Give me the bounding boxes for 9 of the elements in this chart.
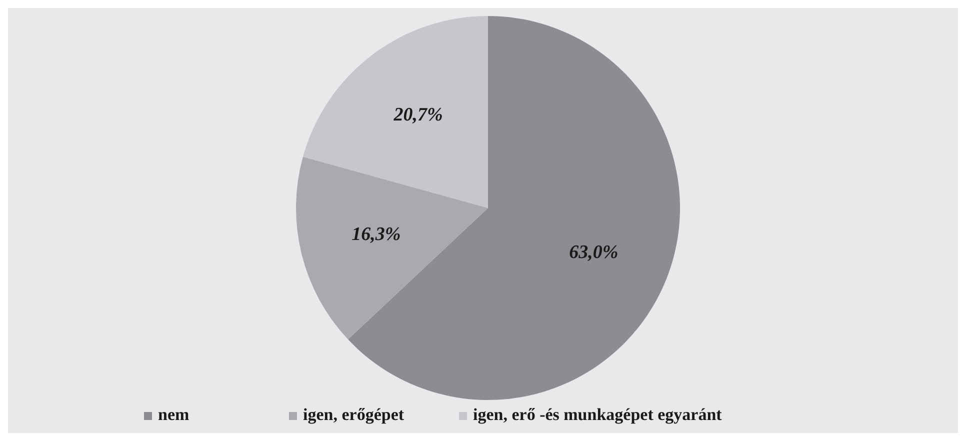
data-label: 16,3% <box>352 224 401 245</box>
pie-slice <box>296 156 488 340</box>
legend-label: nem <box>158 405 190 424</box>
legend-label: igen, erő -és munkagépet egyaránt <box>473 405 722 424</box>
data-label: 63,0% <box>569 242 618 264</box>
pie-slice <box>348 16 680 400</box>
legend-label: igen, erőgépet <box>303 405 404 424</box>
pie-slice <box>302 16 488 208</box>
data-label: 20,7% <box>392 104 443 126</box>
